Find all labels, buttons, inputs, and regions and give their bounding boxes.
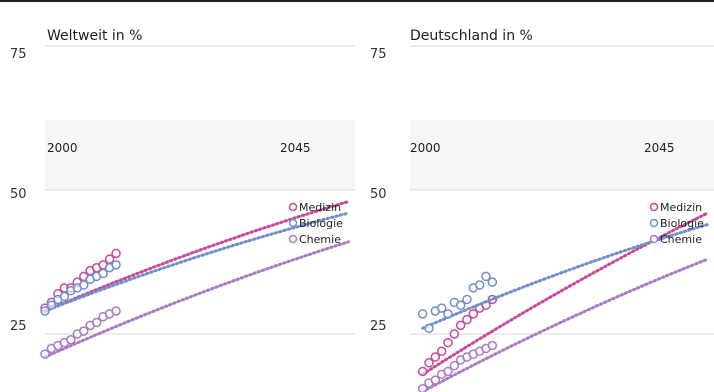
legend-medizin-label: Medizin [660,201,702,214]
legend-medizin-label: Medizin [299,201,341,214]
panel-deutschland-band [410,120,714,190]
point-chemie [66,335,76,345]
legend-chemie-label: Chemie [299,233,341,246]
point-biologie [40,306,50,316]
point-biologie [98,268,108,279]
point-chemie [79,326,89,336]
point-chemie [91,317,102,328]
panel-deutschland-ytick-50: 50 [370,187,387,202]
point-chemie [430,375,441,385]
legend-chemie-marker [288,234,298,244]
trend-chemie [421,257,710,392]
point-medizin [424,358,434,368]
panel-deutschland: Deutschland in % 25 50 75 2000 2045 Medi… [370,28,714,392]
series-biologie [417,223,710,333]
point-biologie [111,260,121,270]
series-chemie [417,257,710,392]
point-biologie [481,271,491,282]
legend-biologie-label: Biologie [660,217,704,230]
point-biologie [455,300,466,310]
point-medizin [417,366,428,377]
legend-chemie-marker [649,234,659,244]
point-medizin [430,352,441,362]
point-chemie [417,383,428,392]
panel-weltweit-year-end: 2045 [280,141,311,155]
legend-chemie-label: Chemie [660,233,702,246]
panel-weltweit: Weltweit in % 25 50 75 2000 2045 Medizin… [10,28,355,359]
panel-weltweit-year-start: 2000 [47,141,78,155]
panel-deutschland-gridlines [410,45,714,335]
point-chemie [487,340,498,351]
point-biologie [436,303,447,313]
point-biologie [474,280,485,290]
point-medizin [462,314,472,325]
point-chemie [443,366,453,377]
series-chemie [40,240,351,359]
panel-weltweit-legend: Medizin Biologie Chemie [288,201,343,246]
panel-deutschland-title: Deutschland in % [410,28,533,44]
trend-biologie [43,211,351,313]
panel-weltweit-ytick-50: 50 [10,187,27,202]
point-medizin [449,329,460,339]
point-biologie [417,309,428,319]
point-biologie [487,277,498,287]
panel-deutschland-year-start: 2000 [410,141,441,155]
legend-medizin-marker [649,202,659,212]
panel-deutschland-marks [417,211,710,392]
point-biologie [59,291,70,302]
panel-weltweit-marks [40,200,351,359]
series-medizin [417,211,710,377]
point-biologie [424,323,434,333]
trend-chemie [43,240,351,359]
point-chemie [40,349,50,359]
panel-weltweit-band [45,120,355,190]
panel-weltweit-ytick-25: 25 [10,319,27,334]
trend-medizin [421,211,710,376]
legend-biologie-marker [288,218,298,228]
point-biologie [79,280,89,290]
series-biologie [40,211,351,316]
panel-weltweit-title: Weltweit in % [47,28,142,44]
point-medizin [111,248,121,259]
panel-deutschland-year-end: 2045 [644,141,675,155]
point-biologie [443,309,453,319]
point-medizin [468,309,479,319]
point-biologie [462,294,472,305]
point-biologie [46,300,57,310]
top-rule [0,0,714,2]
panel-weltweit-ytick-75: 75 [10,47,27,62]
point-medizin [443,337,453,348]
legend-medizin-marker [288,202,298,212]
legend-biologie-label: Biologie [299,217,343,230]
legend-biologie-marker [649,218,659,228]
point-chemie [449,360,460,371]
point-chemie [111,306,121,316]
panel-deutschland-ytick-75: 75 [370,47,387,62]
point-medizin [436,346,447,357]
panel-deutschland-ytick-25: 25 [370,319,387,334]
trend-biologie [421,223,710,330]
panel-deutschland-legend: Medizin Biologie Chemie [649,201,704,246]
point-medizin [455,320,466,331]
